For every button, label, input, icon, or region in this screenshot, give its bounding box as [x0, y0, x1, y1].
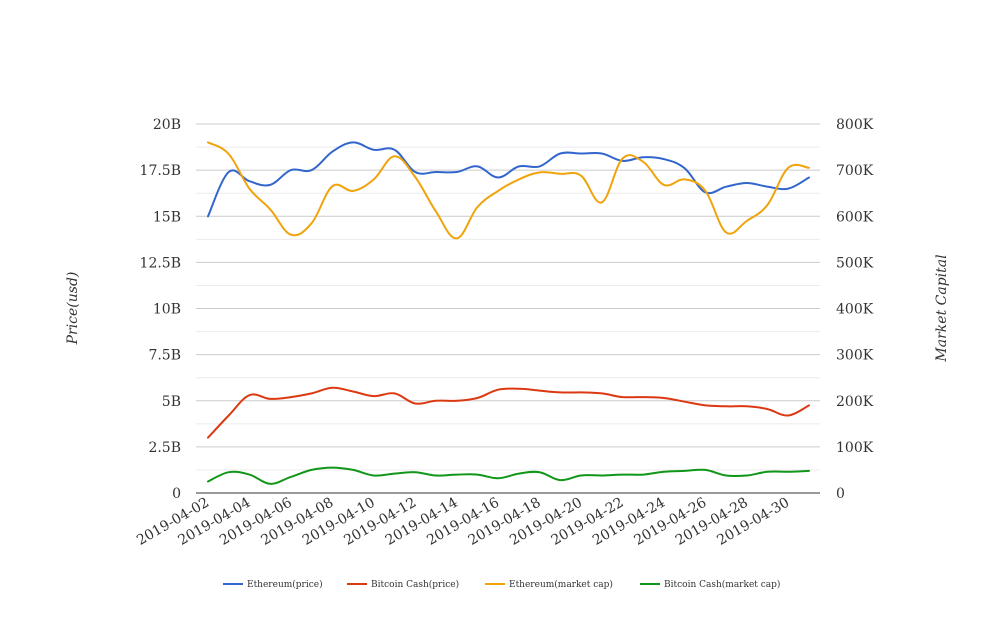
y-right-tick-label: 700K — [836, 163, 874, 179]
y-left-tick-label: 5B — [162, 394, 181, 410]
series-lines — [207, 141, 810, 485]
y-right-tick-label: 600K — [836, 209, 874, 225]
y-left-tick-label: 12.5B — [140, 255, 181, 271]
legend-label-bitcoin-cash-market-cap: Bitcoin Cash(market cap) — [664, 579, 780, 590]
y-right-tick-label: 0 — [836, 486, 845, 502]
legend-label-bitcoin-cash-price: Bitcoin Cash(price) — [371, 579, 459, 590]
y-axis-right-title: Market Capital — [934, 254, 950, 362]
y-right-tick-label: 400K — [836, 302, 874, 318]
series-line-ethereum-price — [207, 141, 810, 218]
series-line-bitcoin-cash-market-cap — [207, 466, 810, 485]
y-left-tick-label: 20B — [153, 117, 181, 133]
y-left-tick-label: 0 — [172, 486, 181, 502]
y-left-tick-label: 2.5B — [148, 440, 181, 456]
y-left-tick-label: 7.5B — [148, 348, 181, 364]
grid — [196, 123, 820, 471]
series-line-bitcoin-cash-price — [207, 386, 810, 439]
legend-label-ethereum-market-cap: Ethereum(market cap) — [509, 579, 613, 590]
y-left-tick-label: 17.5B — [140, 163, 181, 179]
y-right-tick-label: 500K — [836, 255, 874, 271]
y-axis-left-title: Price(usd) — [65, 272, 81, 346]
y-left-tick-label: 15B — [153, 209, 181, 225]
y-left-tick-label: 10B — [153, 302, 181, 318]
legend: Ethereum(price) Bitcoin Cash(price) Ethere… — [223, 579, 780, 590]
y-right-tick-label: 200K — [836, 394, 874, 410]
legend-label-ethereum-price: Ethereum(price) — [247, 579, 323, 590]
y-right-tick-label: 300K — [836, 348, 874, 364]
series-line-ethereum-market-cap — [207, 141, 810, 240]
y-right-tick-label: 100K — [836, 440, 874, 456]
y-right-tick-label: 800K — [836, 117, 874, 133]
